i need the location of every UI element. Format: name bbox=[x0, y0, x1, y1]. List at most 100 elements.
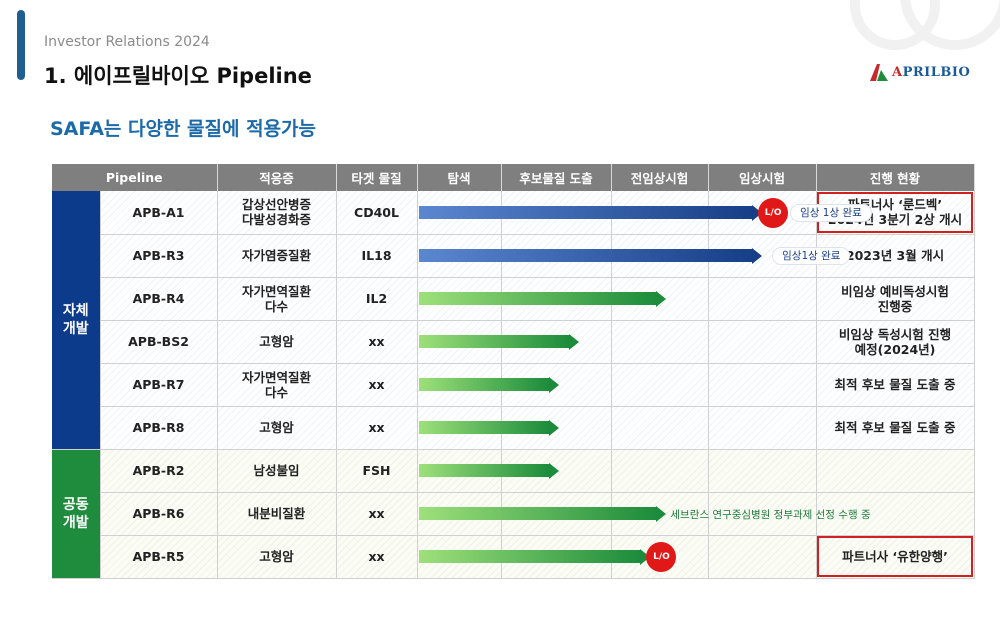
stage-cell bbox=[611, 191, 709, 235]
target-substance: xx bbox=[336, 535, 418, 579]
status-cell: 최적 후보 물질 도출 중 bbox=[816, 406, 975, 450]
header-discovery: 탐색 bbox=[417, 164, 502, 191]
pipeline-name: APB-BS2 bbox=[100, 320, 218, 364]
stage-cell bbox=[501, 277, 612, 321]
stage-cell bbox=[501, 449, 612, 493]
stage-cell bbox=[417, 277, 502, 321]
target-substance: xx bbox=[336, 492, 418, 536]
page-title: 1. 에이프릴바이오 Pipeline bbox=[44, 64, 312, 88]
section-subtitle: SAFA는 다양한 물질에 적용가능 bbox=[50, 118, 317, 140]
table-row: APB-R5 고형암 xx 파트너사 ‘유한양행’ bbox=[52, 535, 975, 579]
stage-cell bbox=[501, 363, 612, 407]
stage-cell bbox=[501, 234, 612, 278]
indication: 남성불임 bbox=[217, 449, 337, 493]
stage-cell bbox=[501, 406, 612, 450]
stage-cell bbox=[501, 191, 612, 235]
pipeline-name: APB-A1 bbox=[100, 191, 218, 235]
stage-cell bbox=[417, 535, 502, 579]
stage-cell bbox=[611, 449, 709, 493]
indication: 고형암 bbox=[217, 535, 337, 579]
indication: 자가면역질환 다수 bbox=[217, 363, 337, 407]
indication: 고형암 bbox=[217, 406, 337, 450]
stage-cell bbox=[611, 492, 709, 536]
status-cell: 2023년 3월 개시 bbox=[816, 234, 975, 278]
table-row: APB-R4 자가면역질환 다수 IL2 비임상 예비독성시험 진행중 bbox=[52, 277, 975, 321]
stage-cell bbox=[501, 320, 612, 364]
target-substance: IL18 bbox=[336, 234, 418, 278]
pipeline-table: Pipeline 적응증 타겟 물질 탐색 후보물질 도출 전임상시험 임상시험… bbox=[52, 164, 975, 579]
stage-cell bbox=[417, 449, 502, 493]
stage-cell bbox=[708, 535, 817, 579]
stage-cell bbox=[708, 191, 817, 235]
header-pipeline: Pipeline bbox=[52, 164, 218, 191]
pipeline-name: APB-R7 bbox=[100, 363, 218, 407]
stage-cell bbox=[611, 234, 709, 278]
status-cell: 비임상 예비독성시험 진행중 bbox=[816, 277, 975, 321]
stage-cell bbox=[417, 406, 502, 450]
stage-cell bbox=[611, 535, 709, 579]
table-row: APB-R8 고형암 xx 최적 후보 물질 도출 중 bbox=[52, 406, 975, 450]
indication: 자가염증질환 bbox=[217, 234, 337, 278]
stage-cell bbox=[417, 234, 502, 278]
pipeline-name: APB-R5 bbox=[100, 535, 218, 579]
indication: 갑상선안병증 다발성경화증 bbox=[217, 191, 337, 235]
stage-cell bbox=[417, 363, 502, 407]
stage-cell bbox=[501, 535, 612, 579]
header-status: 진행 현황 bbox=[816, 164, 975, 191]
status-cell bbox=[816, 492, 975, 536]
stage-cell bbox=[611, 406, 709, 450]
status-cell: 파트너사 ‘룬드벡’ 2024년 3분기 2상 개시 bbox=[816, 191, 975, 235]
header-indication: 적응증 bbox=[217, 164, 337, 191]
stage-cell bbox=[708, 406, 817, 450]
stage-cell bbox=[708, 492, 817, 536]
header-target: 타겟 물질 bbox=[336, 164, 418, 191]
indication: 내분비질환 bbox=[217, 492, 337, 536]
stage-cell bbox=[417, 191, 502, 235]
indication: 자가면역질환 다수 bbox=[217, 277, 337, 321]
stage-cell bbox=[417, 492, 502, 536]
header-candidate: 후보물질 도출 bbox=[501, 164, 612, 191]
status-cell bbox=[816, 449, 975, 493]
pipeline-name: APB-R6 bbox=[100, 492, 218, 536]
pipeline-name: APB-R4 bbox=[100, 277, 218, 321]
pipeline-name: APB-R8 bbox=[100, 406, 218, 450]
accent-bar bbox=[17, 10, 25, 80]
stage-cell bbox=[708, 449, 817, 493]
stage-cell bbox=[708, 234, 817, 278]
table-row: 자체 개발 APB-A1 갑상선안병증 다발성경화증 CD40L 파트너사 ‘룬드벡’ … bbox=[52, 191, 975, 450]
table-row: APB-R6 내분비질환 xx bbox=[52, 492, 975, 536]
table-row: 공동 개발 APB-R2 남성불임 FSH bbox=[52, 449, 975, 579]
indication: 고형암 bbox=[217, 320, 337, 364]
target-substance: xx bbox=[336, 363, 418, 407]
aprilbio-logo-icon bbox=[870, 64, 888, 81]
group-own-dev: 자체 개발 bbox=[52, 191, 101, 450]
group-joint-dev: 공동 개발 bbox=[52, 449, 101, 579]
table-row: APB-BS2 고형암 xx 비임상 독성시험 진행 예정(2024년) bbox=[52, 320, 975, 364]
stage-cell bbox=[611, 363, 709, 407]
target-substance: xx bbox=[336, 406, 418, 450]
table-header-row: Pipeline 적응증 타겟 물질 탐색 후보물질 도출 전임상시험 임상시험… bbox=[52, 164, 975, 191]
table-row: APB-R3 자가염증질환 IL18 2023년 3월 개시 bbox=[52, 234, 975, 278]
status-cell: 파트너사 ‘유한양행’ bbox=[816, 535, 975, 579]
stage-cell bbox=[501, 492, 612, 536]
stage-cell bbox=[708, 320, 817, 364]
status-cell: 최적 후보 물질 도출 중 bbox=[816, 363, 975, 407]
target-substance: FSH bbox=[336, 449, 418, 493]
status-cell: 비임상 독성시험 진행 예정(2024년) bbox=[816, 320, 975, 364]
stage-cell bbox=[611, 277, 709, 321]
header-clinical: 임상시험 bbox=[708, 164, 817, 191]
stage-cell bbox=[611, 320, 709, 364]
table-row: APB-R7 자가면역질환 다수 xx 최적 후보 물질 도출 중 bbox=[52, 363, 975, 407]
stage-cell bbox=[708, 277, 817, 321]
target-substance: CD40L bbox=[336, 191, 418, 235]
stage-cell bbox=[417, 320, 502, 364]
pipeline-name: APB-R2 bbox=[100, 449, 218, 493]
aprilbio-logo: APRILBIO bbox=[868, 62, 970, 82]
ir-label: Investor Relations 2024 bbox=[44, 34, 210, 50]
header-preclinical: 전임상시험 bbox=[611, 164, 709, 191]
logo-text: APRILBIO bbox=[892, 64, 971, 80]
target-substance: xx bbox=[336, 320, 418, 364]
stage-cell bbox=[708, 363, 817, 407]
target-substance: IL2 bbox=[336, 277, 418, 321]
pipeline-name: APB-R3 bbox=[100, 234, 218, 278]
